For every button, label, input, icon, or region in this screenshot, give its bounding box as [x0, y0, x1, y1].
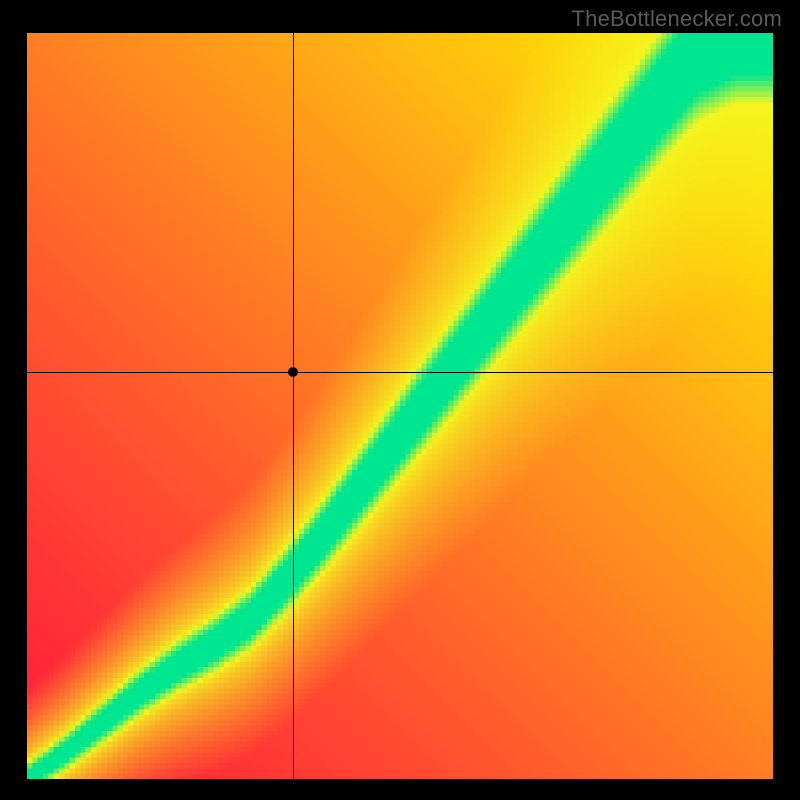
plot-area	[27, 33, 773, 779]
crosshair-vertical	[293, 33, 294, 779]
crosshair-horizontal	[27, 372, 773, 373]
crosshair-point	[288, 367, 298, 377]
heatmap-canvas	[27, 33, 773, 779]
chart-container: TheBottlenecker.com	[0, 0, 800, 800]
watermark-text: TheBottlenecker.com	[572, 6, 782, 32]
